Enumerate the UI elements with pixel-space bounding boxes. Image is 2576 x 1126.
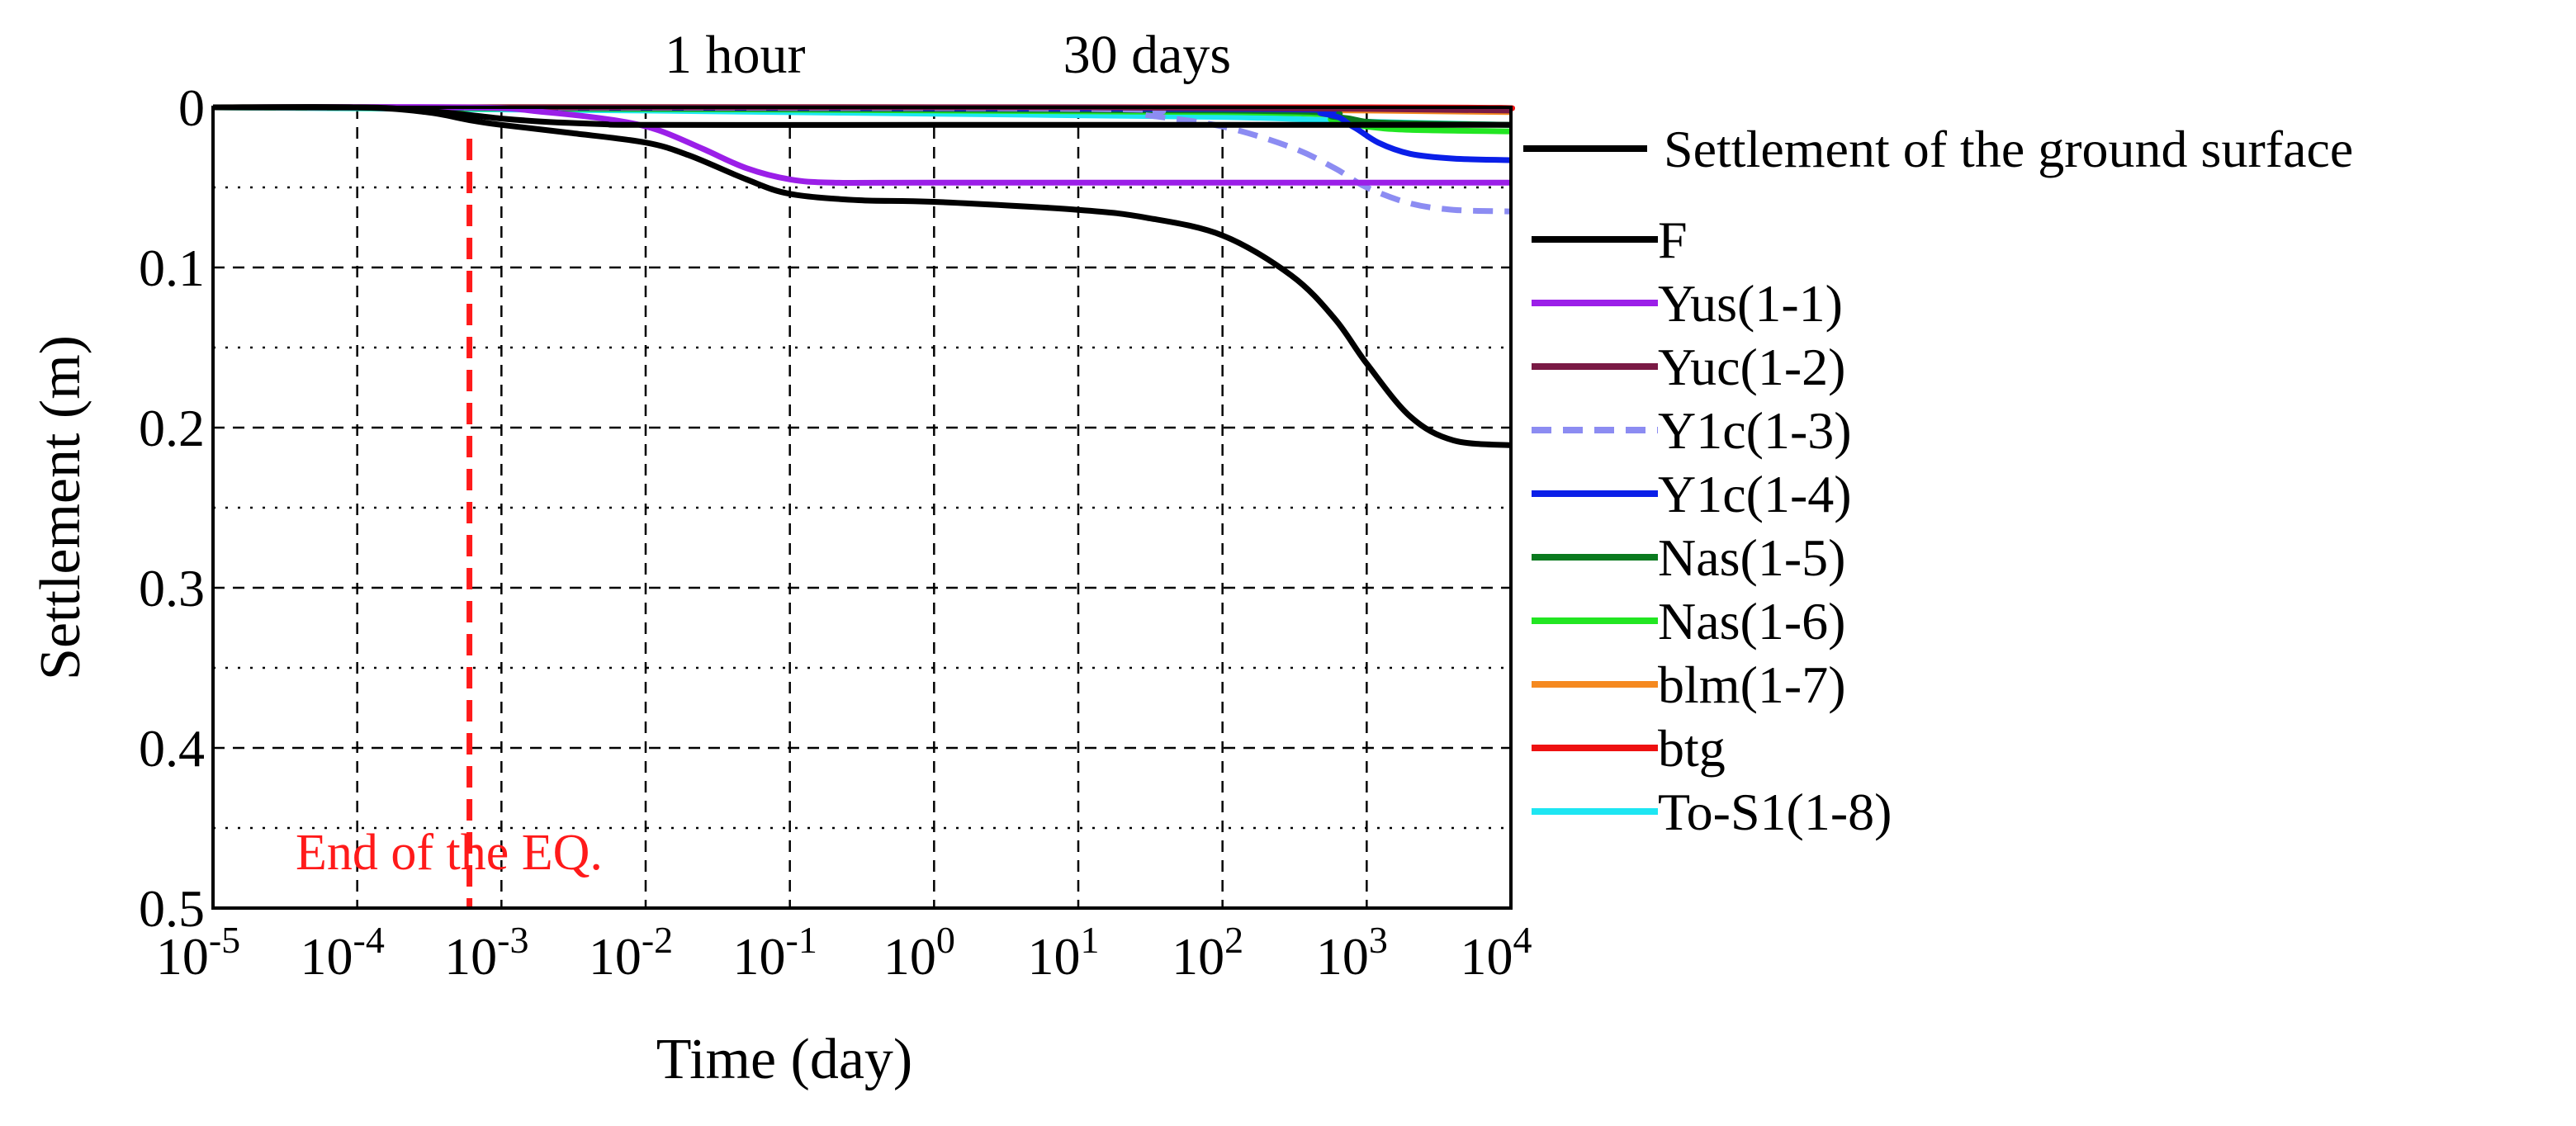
series-line-f bbox=[212, 104, 1512, 448]
y-tick-label: 0.3 bbox=[139, 559, 205, 617]
x-tick-label: 10-3 bbox=[444, 919, 528, 986]
eq-marker-label: End of the EQ. bbox=[296, 825, 603, 881]
annotation-30-days: 30 days bbox=[1063, 25, 1231, 85]
y-tick-label: 0.2 bbox=[139, 399, 205, 457]
legend-label-y1c-1-3: Y1c(1-3) bbox=[1658, 401, 1852, 460]
legend-label-f: F bbox=[1658, 211, 1688, 269]
x-tick-label: 104 bbox=[1461, 919, 1532, 986]
x-tick-label: 102 bbox=[1172, 919, 1243, 986]
time-annotations: 1 hour 30 days bbox=[665, 25, 1231, 85]
legend-label-btg: btg bbox=[1658, 719, 1726, 778]
x-tick-label: 101 bbox=[1028, 919, 1100, 986]
legend-label-yuc-1-2: Yuc(1-2) bbox=[1658, 338, 1845, 396]
legend: Settlement of the ground surface FYus(1-1… bbox=[1523, 120, 2353, 841]
x-tick-label: 10-1 bbox=[733, 919, 817, 986]
y-tick-labels: 0 0.1 0.2 0.3 0.4 0.5 bbox=[139, 78, 205, 938]
legend-label-settlement-of-the-ground-surface: Settlement of the ground surface bbox=[1664, 120, 2353, 178]
y-tick-label: 0.4 bbox=[139, 719, 205, 778]
y-axis-label: Settlement (m) bbox=[29, 335, 92, 680]
legend-label-to-s1-1-8: To-S1(1-8) bbox=[1658, 783, 1892, 841]
x-tick-label: 10-4 bbox=[301, 919, 385, 986]
x-tick-label: 10-5 bbox=[156, 919, 240, 986]
x-axis-label: Time (day) bbox=[656, 1028, 912, 1091]
y-tick-label: 0.5 bbox=[139, 879, 205, 938]
annotation-1-hour: 1 hour bbox=[665, 25, 806, 85]
y-tick-label: 0.1 bbox=[139, 239, 205, 297]
x-tick-labels: 10-5 10-4 10-3 10-2 10-1 100 101 102 103 104 bbox=[156, 919, 1532, 986]
legend-label-yus-1-1: Yus(1-1) bbox=[1658, 274, 1843, 333]
legend-label-blm-1-7: blm(1-7) bbox=[1658, 655, 1846, 714]
legend-label-nas-1-6: Nas(1-6) bbox=[1658, 592, 1845, 651]
x-tick-label: 100 bbox=[883, 919, 955, 986]
legend-label-nas-1-5: Nas(1-5) bbox=[1658, 528, 1845, 587]
x-tick-label: 10-2 bbox=[589, 919, 673, 986]
plot-frame bbox=[211, 106, 1513, 910]
y-tick-label: 0 bbox=[178, 78, 205, 137]
grid-lines bbox=[213, 107, 1511, 908]
eq-marker-layer: End of the EQ. bbox=[296, 139, 603, 908]
x-tick-label: 103 bbox=[1316, 919, 1388, 986]
legend-label-y1c-1-4: Y1c(1-4) bbox=[1658, 465, 1852, 523]
